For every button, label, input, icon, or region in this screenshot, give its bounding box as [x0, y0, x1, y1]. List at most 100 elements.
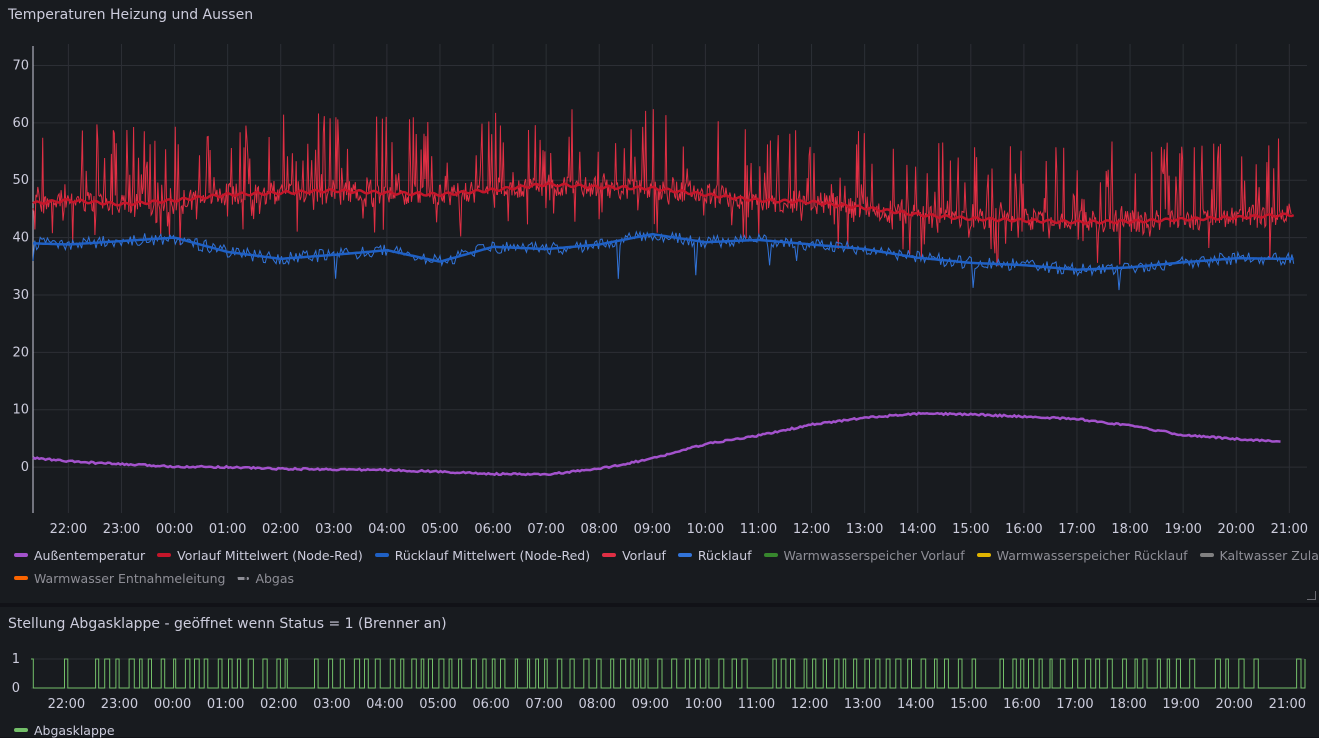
- legend-swatch: [1199, 553, 1214, 557]
- legend-swatch: [976, 553, 991, 557]
- series-aussentemperatur[interactable]: [32, 411, 1281, 477]
- x-tick-label: 15:00: [952, 522, 989, 537]
- y-tick-label: 70: [12, 58, 29, 73]
- legend-item[interactable]: Abgas: [237, 571, 294, 586]
- x-tick-label: 14:00: [897, 697, 934, 712]
- legend-swatch: [677, 553, 692, 557]
- x-tick-label: 00:00: [156, 522, 193, 537]
- legend-label: Kaltwasser Zulauf: [1219, 547, 1319, 563]
- flap-panel: Stellung Abgasklappe - geöffnet wenn Sta…: [0, 607, 1319, 738]
- legend-label: Rücklauf Mittelwert (Node-Red): [394, 547, 591, 563]
- series-vorlauf[interactable]: [32, 109, 1292, 267]
- legend: Warmwasser Entnahmeleitung Abgas: [14, 568, 306, 586]
- x-tick-label: 14:00: [899, 522, 936, 537]
- series-ruecklauf-mittelwert[interactable]: [32, 232, 1294, 271]
- legend-label: Warmwasserspeicher Rücklauf: [996, 547, 1188, 563]
- x-tick-label: 21:00: [1271, 522, 1308, 537]
- legend-label: Rücklauf: [697, 547, 752, 563]
- x-tick-label: 12:00: [793, 522, 830, 537]
- legend-item[interactable]: Kaltwasser Zulauf: [1199, 547, 1319, 563]
- y-tick-label: 0: [21, 460, 29, 475]
- legend-label: Warmwasserspeicher Vorlauf: [783, 547, 965, 563]
- x-tick-label: 07:00: [527, 522, 564, 537]
- x-tick-label: 09:00: [632, 697, 669, 712]
- x-tick-label: 10:00: [687, 522, 724, 537]
- legend-label: Vorlauf Mittelwert (Node-Red): [177, 547, 363, 563]
- legend-swatch: [374, 553, 389, 557]
- x-tick-label: 17:00: [1058, 522, 1095, 537]
- x-tick-label: 23:00: [103, 522, 140, 537]
- y-tick-label: 50: [12, 173, 29, 188]
- legend-swatch: [157, 553, 172, 557]
- legend-label: Abgas: [255, 571, 295, 586]
- x-tick-label: 22:00: [48, 697, 85, 712]
- legend-swatch: [237, 577, 250, 580]
- x-tick-label: 03:00: [315, 522, 352, 537]
- panel-title[interactable]: Stellung Abgasklappe - geöffnet wenn Sta…: [8, 616, 447, 632]
- temperature-chart[interactable]: 70 60 50 40 30 20 10 0 22:00 23:00 00:00 01:00 02:00…: [0, 0, 1319, 545]
- legend-item[interactable]: Rücklauf: [677, 547, 752, 563]
- x-tick-label: 00:00: [154, 697, 191, 712]
- legend-item[interactable]: Abgasklappe: [14, 723, 115, 738]
- x-tick-label: 12:00: [791, 697, 828, 712]
- legend-swatch: [14, 728, 28, 732]
- x-tick-label: 21:00: [1269, 697, 1306, 712]
- legend-item[interactable]: Rücklauf Mittelwert (Node-Red): [374, 547, 591, 563]
- x-tick-label: 20:00: [1217, 522, 1254, 537]
- x-tick-label: 06:00: [472, 697, 509, 712]
- x-tick-label: 23:00: [101, 697, 138, 712]
- x-tick-label: 01:00: [207, 697, 244, 712]
- y-tick-label: 0: [12, 681, 20, 696]
- temperature-panel: Temperaturen Heizung und Aussen 70 60 50 40…: [0, 0, 1319, 600]
- y-tick-label: 1: [12, 652, 20, 667]
- x-tick-label: 11:00: [740, 522, 777, 537]
- x-tick-label: 20:00: [1215, 697, 1252, 712]
- legend-swatch: [763, 553, 778, 557]
- resize-handle[interactable]: [1307, 591, 1316, 600]
- x-tick-label: 19:00: [1164, 522, 1201, 537]
- legend-label: Abgasklappe: [34, 722, 115, 738]
- legend-item[interactable]: Warmwasserspeicher Rücklauf: [976, 547, 1188, 563]
- x-tick-label: 16:00: [1003, 697, 1040, 712]
- y-tick-label: 40: [12, 231, 29, 246]
- series-abgasklappe[interactable]: [31, 658, 1306, 689]
- legend-label: Warmwasser Entnahmeleitung: [34, 570, 226, 586]
- series-vorlauf-mittelwert[interactable]: [32, 181, 1295, 225]
- x-tick-label: 10:00: [685, 697, 722, 712]
- x-tick-label: 22:00: [50, 522, 87, 537]
- x-tick-label: 11:00: [738, 697, 775, 712]
- legend: Außentemperatur Vorlauf Mittelwert (Node-…: [14, 545, 1319, 563]
- x-tick-label: 18:00: [1109, 697, 1146, 712]
- x-tick-label: 05:00: [421, 522, 458, 537]
- legend-swatch: [602, 553, 617, 557]
- grid: [33, 44, 1307, 513]
- legend-swatch: [14, 553, 28, 557]
- legend-label: Außentemperatur: [34, 547, 146, 563]
- y-tick-label: 30: [12, 288, 29, 303]
- legend-item[interactable]: Vorlauf: [602, 548, 666, 563]
- x-tick-label: 19:00: [1162, 697, 1199, 712]
- legend-item[interactable]: Außentemperatur: [14, 548, 145, 563]
- x-tick-label: 04:00: [368, 522, 405, 537]
- panel-title[interactable]: Temperaturen Heizung und Aussen: [8, 7, 254, 23]
- y-tick-label: 60: [12, 116, 29, 131]
- flap-chart[interactable]: 1 0 22:00 23:00 00:00 01:00 02:00 03:00 04:00 05:…: [0, 607, 1319, 715]
- x-tick-label: 13:00: [844, 697, 881, 712]
- legend: Abgasklappe: [14, 720, 127, 738]
- legend-item[interactable]: Vorlauf Mittelwert (Node-Red): [157, 548, 363, 563]
- x-tick-label: 05:00: [419, 697, 456, 712]
- x-tick-label: 07:00: [525, 697, 562, 712]
- x-tick-label: 02:00: [262, 522, 299, 537]
- x-tick-label: 18:00: [1111, 522, 1148, 537]
- x-tick-label: 03:00: [313, 697, 350, 712]
- legend-item[interactable]: Warmwasser Entnahmeleitung: [14, 571, 225, 586]
- x-tick-label: 09:00: [634, 522, 671, 537]
- x-tick-label: 16:00: [1005, 522, 1042, 537]
- legend-label: Vorlauf: [622, 547, 666, 563]
- x-tick-label: 04:00: [366, 697, 403, 712]
- series-ruecklauf[interactable]: [32, 230, 1295, 291]
- legend-swatch: [14, 576, 28, 580]
- x-tick-label: 15:00: [950, 697, 987, 712]
- x-tick-label: 08:00: [578, 697, 615, 712]
- legend-item[interactable]: Warmwasserspeicher Vorlauf: [763, 547, 965, 563]
